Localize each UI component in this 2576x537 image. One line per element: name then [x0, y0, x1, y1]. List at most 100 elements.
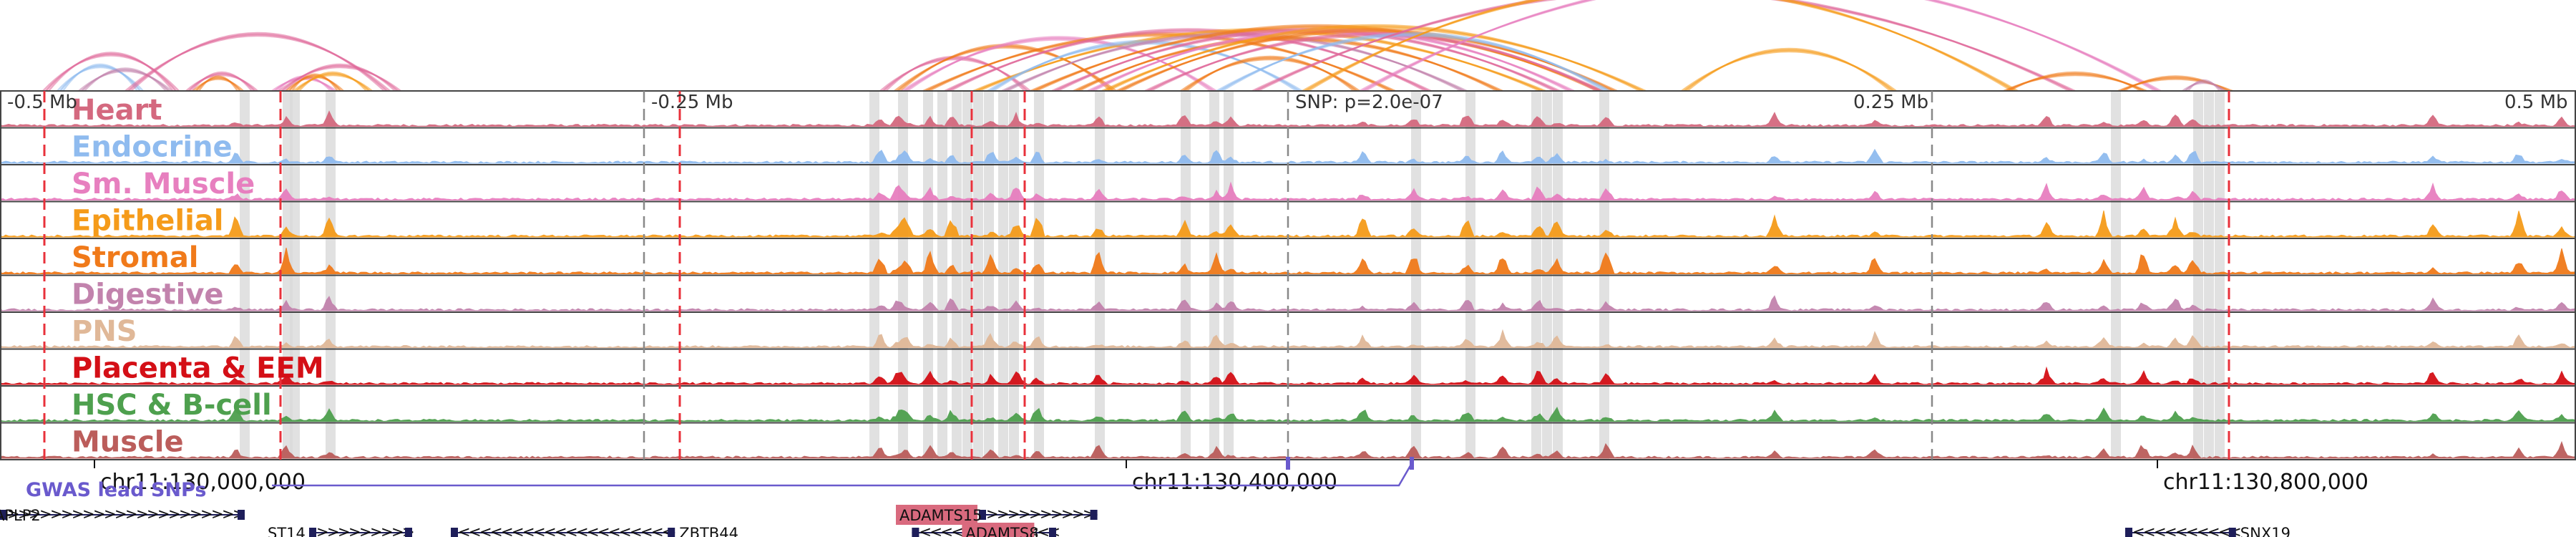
gene-highlight-box	[896, 505, 977, 525]
gene-strand-arrow: <	[2165, 523, 2177, 537]
gwas-link	[272, 463, 1413, 487]
gene-strand-arrow: >	[82, 505, 95, 523]
interaction-arc	[48, 52, 174, 92]
interaction-arc	[59, 65, 141, 92]
gene-strand-arrow: >	[29, 505, 42, 523]
gene-exon	[2125, 528, 2132, 537]
gene-strand-arrow: <	[651, 523, 664, 537]
gene-strand-arrow: >	[370, 523, 383, 537]
gene-exon	[979, 510, 986, 520]
gene-strand-arrow: <	[533, 523, 546, 537]
gene-strand-arrow: <	[951, 523, 964, 537]
gene-strand-arrow: >	[168, 505, 181, 523]
gene-strand-arrow: >	[381, 523, 394, 537]
interaction-arc	[2009, 71, 2142, 92]
coordinate-label: chr11:130,800,000	[2163, 470, 2368, 495]
gene-exon	[1049, 528, 1056, 537]
interaction-arc	[2182, 82, 2226, 92]
track-label-0: Heart	[72, 94, 162, 127]
interaction-arc	[1304, 0, 2016, 92]
interaction-arc	[1107, 24, 1641, 92]
track-label-4: Stromal	[72, 241, 199, 274]
coordinate-label: chr11:130,000,000	[100, 470, 306, 495]
signal-track-1	[0, 148, 2576, 164]
gene-exon	[238, 510, 245, 520]
ruler-label: 0.5 Mb	[2504, 92, 2568, 113]
interaction-arc	[298, 71, 367, 92]
gene-strand-arrow: >	[316, 523, 329, 537]
interaction-arc	[1307, 0, 2013, 92]
gene-strand-arrow: <	[544, 523, 557, 537]
signal-track-2	[0, 181, 2576, 201]
gene-strand-arrow: <	[512, 523, 525, 537]
gene-strand-arrow: >	[72, 505, 84, 523]
gene-strand-arrow: <	[469, 523, 482, 537]
gene-strand-arrow: <	[630, 523, 643, 537]
gene-annotation-layer: GWAS lead SNPs>>>>>>>>>>>>>>>>>>>>>>APLP…	[0, 457, 2290, 537]
interaction-arc	[1687, 47, 1891, 92]
gene-strand-arrow: >	[348, 523, 361, 537]
interaction-arc	[1252, 0, 2076, 92]
gene-strand-arrow: <	[919, 523, 932, 537]
interaction-arc	[992, 39, 1297, 92]
ruler-label: -0.5 Mb	[7, 92, 77, 113]
gwas-track-label: GWAS lead SNPs	[26, 479, 206, 501]
gene-strand-arrow: <	[2197, 523, 2210, 537]
gene-strand-arrow: <	[501, 523, 514, 537]
gene-exon	[668, 528, 675, 537]
interaction-arc	[42, 54, 180, 92]
interaction-arc	[907, 36, 1211, 92]
gene-strand-arrow: <	[597, 523, 610, 537]
ruler-label: 0.25 Mb	[1853, 92, 1928, 113]
signal-track-3	[0, 211, 2576, 238]
gene-strand-arrow: >	[997, 505, 1010, 523]
gene-strand-arrow: >	[1029, 505, 1042, 523]
gene-strand-arrow: <	[2143, 523, 2156, 537]
gene-exon	[2228, 528, 2236, 537]
interaction-arc	[1035, 24, 1598, 92]
interaction-arc	[192, 78, 244, 92]
gene-exon	[309, 528, 316, 537]
gene-strand-arrow: <	[2186, 523, 2199, 537]
interaction-arc	[296, 72, 370, 92]
gene-strand-arrow: <	[555, 523, 567, 537]
track-label-8: HSC & B-cell	[72, 389, 272, 422]
signal-tracks-layer	[0, 110, 2576, 459]
interaction-arc	[291, 73, 338, 92]
gene-strand-arrow: >	[125, 505, 138, 523]
interaction-arc	[1121, 28, 1612, 92]
gene-strand-arrow: >	[1050, 505, 1063, 523]
gwas-snp-mark	[1410, 457, 1414, 470]
interaction-arcs-layer	[42, 0, 2233, 92]
interaction-arc	[84, 67, 167, 92]
gene-label: ST14	[268, 525, 306, 537]
gene-strand-arrow: <	[490, 523, 503, 537]
gene-exon	[451, 528, 458, 537]
gene-highlight-box	[962, 523, 1035, 537]
interaction-arc	[81, 69, 170, 92]
gwas-snp-mark	[1286, 457, 1290, 470]
gene-strand-arrow: >	[359, 523, 372, 537]
gene-strand-arrow: >	[222, 505, 235, 523]
gene-strand-arrow: >	[1072, 505, 1085, 523]
track-label-5: Digestive	[72, 279, 224, 311]
interaction-arc	[195, 77, 241, 92]
gene-strand-arrow: >	[391, 523, 404, 537]
gene-strand-arrow: <	[1037, 523, 1050, 537]
interaction-arc	[2185, 80, 2223, 92]
interaction-arc	[284, 63, 396, 92]
gene-strand-arrow: <	[2218, 523, 2231, 537]
gene-strand-arrow: >	[147, 505, 160, 523]
interaction-arc	[197, 75, 239, 92]
track-label-9: Muscle	[72, 426, 184, 459]
gene-strand-arrow: >	[136, 505, 149, 523]
gene-strand-arrow: <	[2132, 523, 2145, 537]
signal-track-8	[0, 406, 2576, 422]
track-label-3: Epithelial	[72, 205, 224, 238]
gene-exon	[1090, 510, 1098, 520]
signal-track-5	[0, 295, 2576, 311]
gene-strand-arrow: >	[179, 505, 192, 523]
gene-strand-arrow: <	[576, 523, 589, 537]
interaction-arc	[191, 72, 253, 92]
